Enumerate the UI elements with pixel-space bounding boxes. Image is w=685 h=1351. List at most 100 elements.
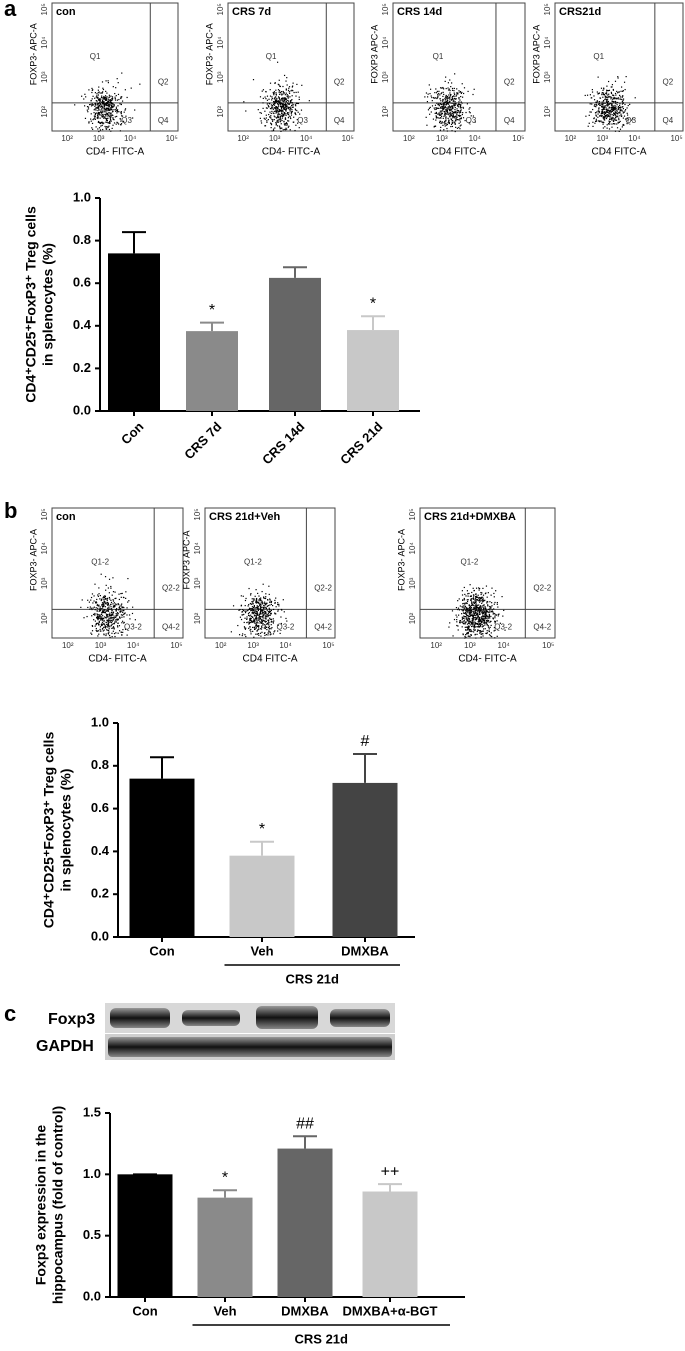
event-dot xyxy=(438,108,439,109)
event-dot xyxy=(114,623,115,624)
event-dot xyxy=(109,104,110,105)
event-dot xyxy=(471,631,472,632)
event-dot xyxy=(491,632,492,633)
event-dot xyxy=(105,606,106,607)
event-dot xyxy=(443,103,444,104)
event-dot xyxy=(480,620,481,621)
plot-title: CRS 21d+Veh xyxy=(209,511,281,523)
event-dot xyxy=(85,96,86,97)
event-dot xyxy=(617,92,618,93)
quadrant-label: Q1 xyxy=(90,52,101,61)
event-dot xyxy=(99,122,100,123)
event-dot xyxy=(452,105,453,106)
event-dot xyxy=(600,120,601,121)
event-dot xyxy=(121,111,122,112)
event-dot xyxy=(443,118,444,119)
event-dot xyxy=(280,616,281,617)
event-dot xyxy=(277,103,278,104)
event-dot xyxy=(610,96,611,97)
event-dot xyxy=(237,625,238,626)
event-dot xyxy=(601,113,602,114)
event-dot xyxy=(108,607,109,608)
event-dot xyxy=(446,101,447,102)
event-dot xyxy=(622,106,623,107)
event-dot xyxy=(112,624,113,625)
y-tick-label: 1.0 xyxy=(73,189,91,204)
event-dot xyxy=(96,93,97,94)
event-dot xyxy=(274,612,275,613)
event-dot xyxy=(451,115,452,116)
event-dot xyxy=(603,107,604,108)
event-dot xyxy=(111,121,112,122)
event-dot xyxy=(593,95,594,96)
event-dot xyxy=(100,606,101,607)
event-dot xyxy=(105,104,106,105)
event-dot xyxy=(294,130,295,131)
event-dot xyxy=(101,92,102,93)
event-dot xyxy=(309,100,310,101)
event-dot xyxy=(503,610,504,611)
event-dot xyxy=(612,118,613,119)
event-dot xyxy=(258,610,259,611)
event-dot xyxy=(623,108,624,109)
event-dot xyxy=(597,93,598,94)
event-dot xyxy=(253,601,254,602)
event-dot xyxy=(462,107,463,108)
event-dot xyxy=(105,590,106,591)
event-dot xyxy=(491,602,492,603)
event-dot xyxy=(95,601,96,602)
event-dot xyxy=(440,117,441,118)
event-dot xyxy=(481,618,482,619)
event-dot xyxy=(464,604,465,605)
event-dot xyxy=(484,614,485,615)
event-dot xyxy=(285,618,286,619)
event-dot xyxy=(262,621,263,622)
event-dot xyxy=(253,600,254,601)
event-dot xyxy=(94,607,95,608)
event-dot xyxy=(603,88,604,89)
event-dot xyxy=(265,616,266,617)
event-dot xyxy=(122,607,123,608)
event-dot xyxy=(263,596,264,597)
event-dot xyxy=(604,103,605,104)
event-dot xyxy=(114,104,115,105)
event-dot xyxy=(263,623,264,624)
event-dot xyxy=(243,596,244,597)
event-dot xyxy=(464,637,465,638)
event-dot xyxy=(478,624,479,625)
event-dot xyxy=(596,111,597,112)
event-dot xyxy=(467,103,468,104)
event-dot xyxy=(267,620,268,621)
event-dot xyxy=(618,118,619,119)
event-dot xyxy=(464,594,465,595)
event-dot xyxy=(268,119,269,120)
event-dot xyxy=(103,604,104,605)
event-dot xyxy=(451,103,452,104)
event-dot xyxy=(93,619,94,620)
event-dot xyxy=(452,111,453,112)
event-dot xyxy=(283,91,284,92)
event-dot xyxy=(125,591,126,592)
event-dot xyxy=(267,614,268,615)
event-dot xyxy=(467,629,468,630)
event-dot xyxy=(286,620,287,621)
event-dot xyxy=(460,104,461,105)
event-dot xyxy=(456,616,457,617)
event-dot xyxy=(468,636,469,637)
event-dot xyxy=(440,115,441,116)
event-dot xyxy=(590,103,591,104)
event-dot xyxy=(454,109,455,110)
event-dot xyxy=(620,129,621,130)
x-axis-label: CD4- FITC-A xyxy=(458,654,517,665)
y-tick-label: 10³ xyxy=(193,577,202,589)
event-dot xyxy=(104,114,105,115)
event-dot xyxy=(482,599,483,600)
event-dot xyxy=(604,114,605,115)
event-dot xyxy=(261,619,262,620)
event-dot xyxy=(619,112,620,113)
event-dot xyxy=(444,114,445,115)
x-tick-label: 10³ xyxy=(269,134,281,143)
event-dot xyxy=(281,120,282,121)
event-dot xyxy=(114,122,115,123)
event-dot xyxy=(262,610,263,611)
